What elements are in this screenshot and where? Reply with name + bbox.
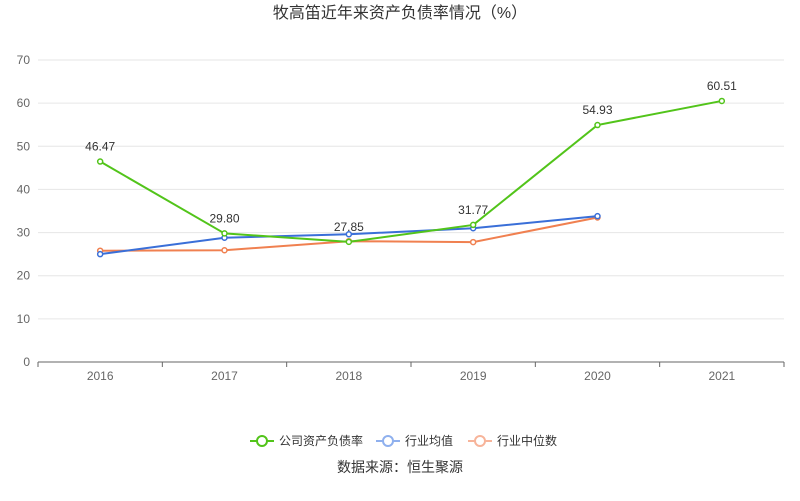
data-label: 54.93 xyxy=(582,103,612,117)
y-tick-label: 30 xyxy=(17,226,31,240)
x-tick-label: 2016 xyxy=(87,369,114,383)
x-tick-label: 2020 xyxy=(584,369,611,383)
y-tick-label: 20 xyxy=(17,269,31,283)
y-tick-label: 50 xyxy=(17,139,31,153)
y-tick-label: 40 xyxy=(17,182,31,196)
x-tick-label: 2017 xyxy=(211,369,238,383)
x-tick-label: 2021 xyxy=(708,369,735,383)
legend-label: 行业均值 xyxy=(405,433,453,448)
legend-item-0[interactable]: 公司资产负债率 xyxy=(250,433,363,448)
data-label: 29.80 xyxy=(209,211,239,225)
data-point[interactable] xyxy=(96,158,104,165)
data-point[interactable] xyxy=(469,238,477,246)
data-point[interactable] xyxy=(718,97,726,105)
legend-label: 公司资产负债率 xyxy=(279,433,363,448)
data-label: 46.47 xyxy=(85,140,115,154)
series-line-0 xyxy=(99,99,723,243)
x-tick-label: 2018 xyxy=(335,369,362,383)
series-lines xyxy=(96,97,726,258)
legend[interactable]: 公司资产负债率 行业均值 行业中位数 xyxy=(250,433,557,448)
data-point[interactable] xyxy=(96,250,104,258)
source-note: 数据来源：恒生聚源 xyxy=(337,459,463,475)
x-axis: 2016 2017 2018 2019 2020 2021 xyxy=(37,361,785,383)
legend-swatch-marker xyxy=(382,435,394,447)
data-point[interactable] xyxy=(221,230,228,237)
legend-item-2[interactable]: 行业中位数 xyxy=(468,433,557,448)
data-point[interactable] xyxy=(469,221,477,229)
data-label: 27.85 xyxy=(334,220,364,234)
data-point[interactable] xyxy=(345,238,353,246)
data-labels: 46.47 29.80 27.85 31.77 54.93 60.51 xyxy=(85,79,737,234)
legend-swatch-marker xyxy=(256,435,268,447)
data-point[interactable] xyxy=(221,247,228,254)
y-tick-label: 60 xyxy=(17,96,31,110)
y-tick-label: 70 xyxy=(17,53,31,67)
data-point[interactable] xyxy=(594,212,601,220)
y-tick-label: 0 xyxy=(23,355,30,369)
legend-swatch-marker xyxy=(474,435,486,447)
chart-title: 牧高笛近年来资产负债率情况（%） xyxy=(273,4,527,22)
y-axis: 0 10 20 30 40 50 60 70 xyxy=(17,53,31,369)
y-tick-label: 10 xyxy=(17,312,31,326)
data-point[interactable] xyxy=(594,121,601,129)
legend-item-1[interactable]: 行业均值 xyxy=(376,433,453,448)
data-point[interactable] xyxy=(345,231,353,238)
legend-label: 行业中位数 xyxy=(497,433,557,448)
x-tick-label: 2019 xyxy=(460,369,487,383)
data-label: 60.51 xyxy=(707,79,737,93)
data-label: 31.77 xyxy=(458,203,488,217)
